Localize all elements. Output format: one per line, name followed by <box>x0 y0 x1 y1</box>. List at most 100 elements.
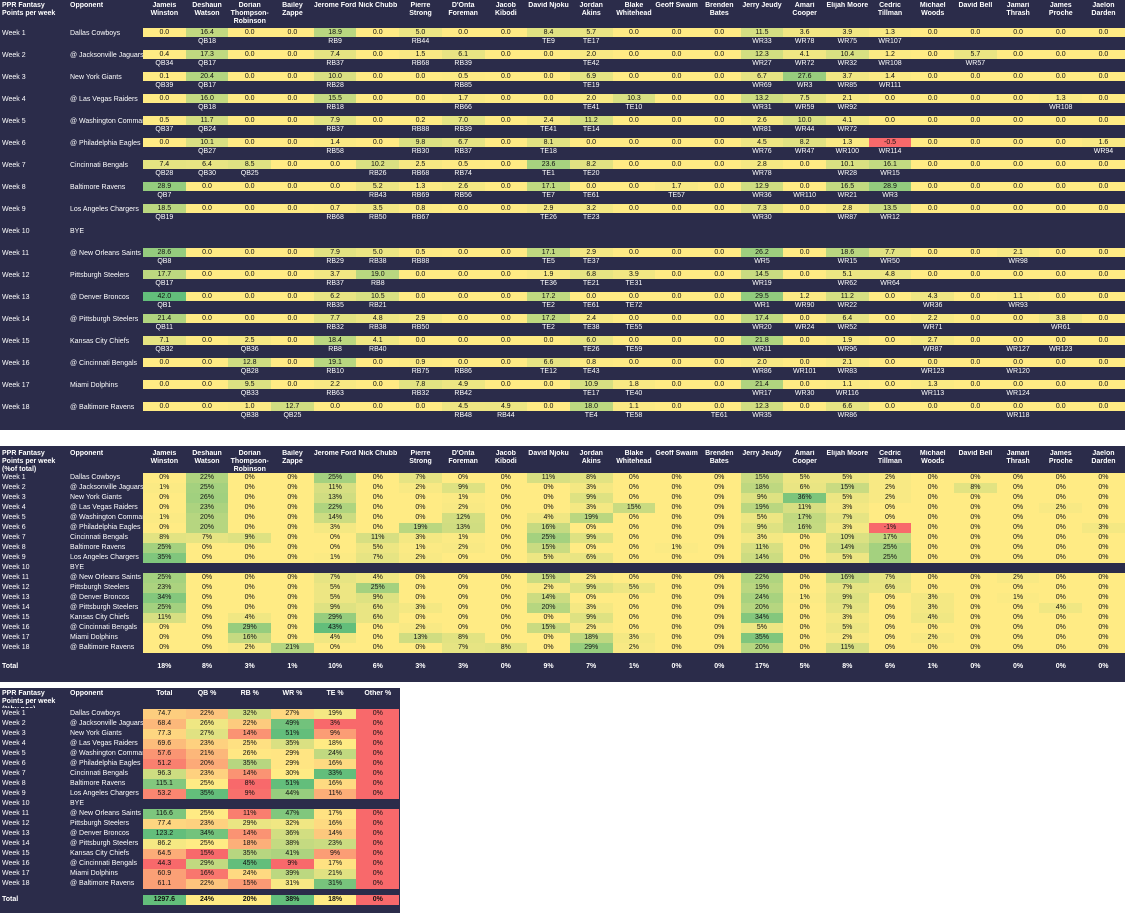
percent-cell: 29% <box>313 613 357 623</box>
stat-cell: 0.0 <box>527 379 570 399</box>
position-rank <box>527 59 570 68</box>
position-rank <box>1082 213 1125 222</box>
position-rank: WR62 <box>837 280 858 287</box>
position-rank: TE4 <box>584 412 598 419</box>
position-percent-cell: 0% <box>356 789 400 799</box>
points-value: 3.9 <box>612 270 656 279</box>
stat-cell: 4.5 RB48 <box>441 401 485 421</box>
week-label: Week 2 <box>2 720 26 727</box>
points-value: 0.0 <box>527 50 570 59</box>
points-value: 0.0 <box>655 72 698 81</box>
percent-cell: 0% <box>612 513 656 523</box>
position-rank: WR107 <box>878 38 902 45</box>
points-value: 0.0 <box>911 402 955 411</box>
percent-cell: 0% <box>1039 493 1083 503</box>
column-header: Elijah Moore <box>826 2 869 9</box>
stat-cell: 0.0 <box>655 269 698 289</box>
position-rank: TE61 <box>582 302 600 309</box>
position-rank <box>655 345 698 354</box>
position-rank: WR28 <box>837 170 858 177</box>
percent-cell: 0% <box>868 613 912 623</box>
points-value: 0.0 <box>783 204 826 213</box>
opponent-name: @ Baltimore Ravens <box>70 880 135 887</box>
position-rank <box>1082 169 1125 178</box>
percent-cell: 0% <box>911 483 955 493</box>
percent-cell: 6% <box>569 553 613 563</box>
points-value: 0.0 <box>655 116 698 125</box>
position-rank: QB37 <box>155 126 174 133</box>
percent-cell: 0% <box>185 633 229 643</box>
points-value: 2.4 <box>527 116 570 125</box>
stat-cell: 1.4 RB58 <box>313 137 357 157</box>
column-header: Total <box>156 690 173 697</box>
opponent-name: Los Angeles Chargers <box>70 206 139 213</box>
position-rank: TE19 <box>582 82 600 89</box>
points-value: 0.0 <box>655 270 698 279</box>
position-rank: WR32 <box>837 60 858 67</box>
points-value: 11.2 <box>569 116 613 125</box>
points-value: 0.0 <box>441 270 485 279</box>
week-row: Week 16 @ Cincinnati Bengals 44.3 29% 45% 9% 1… <box>0 859 400 869</box>
week-row: Week 6 @ Philadelphia Eagles 0% 20% 0% 0% 3% 0%… <box>0 523 1125 533</box>
position-rank: WR108 <box>1049 104 1073 111</box>
opponent-name: Miami Dolphins <box>70 634 118 641</box>
stat-cell: 0.0 <box>996 115 1040 135</box>
week-row: Week 15 Kansas City Chiefs 7.1 QB32 0.0 2.5 QB… <box>0 335 1125 355</box>
points-value: 17.2 <box>527 314 570 323</box>
stat-cell: 18.6 WR15 <box>826 247 869 267</box>
position-rank <box>997 323 1040 332</box>
stat-cell: 0.0 <box>484 115 528 135</box>
points-value: 0.1 <box>143 72 186 81</box>
stat-cell: 0.0 <box>1082 115 1125 135</box>
points-value: 21.4 <box>740 380 784 389</box>
percent-cell: 6% <box>783 483 826 493</box>
percent-cell: 0% <box>399 573 442 583</box>
stat-cell: 0.0 <box>911 27 955 47</box>
stat-cell: 0.0 <box>1082 93 1125 113</box>
percent-cell: 0% <box>697 643 741 653</box>
points-value: 0.0 <box>655 292 698 301</box>
points-value: 0.0 <box>143 402 186 411</box>
stat-cell: 0.0 <box>484 291 528 311</box>
percent-cell: 26% <box>185 493 229 503</box>
position-percent-cell: 0% <box>356 779 400 789</box>
percent-cell: 0% <box>697 523 741 533</box>
points-value: 0.0 <box>783 248 826 257</box>
stat-cell: 8.4 TE9 <box>527 27 570 47</box>
percent-cell: 0% <box>783 643 826 653</box>
points-value: 0.0 <box>441 248 485 257</box>
points-value: 0.5 <box>399 248 442 257</box>
total-label: Total <box>2 896 19 903</box>
percent-cell: 0% <box>271 593 314 603</box>
percent-cell: 17% <box>783 513 826 523</box>
position-rank <box>485 191 528 200</box>
points-value: 0.0 <box>697 116 741 125</box>
stat-cell: 0.0 <box>996 203 1040 223</box>
points-value: 1.4 <box>868 72 912 81</box>
points-value: 0.0 <box>911 204 955 213</box>
position-rank <box>954 301 997 310</box>
percent-cell: 9% <box>569 533 613 543</box>
percent-cell: 14% <box>527 593 570 603</box>
position-rank <box>954 169 997 178</box>
column-header: Nick Chubb <box>358 450 398 457</box>
position-rank <box>1039 279 1082 288</box>
points-value: 4.1 <box>356 336 400 345</box>
position-rank: RB21 <box>369 302 387 309</box>
stat-cell: 0.0 <box>228 115 272 135</box>
stat-cell: 0.8 RB67 <box>399 203 442 223</box>
points-value: 0.4 <box>143 50 186 59</box>
column-header: Brenden Bates <box>705 450 734 465</box>
position-rank: RB86 <box>454 368 472 375</box>
points-value: 0.0 <box>996 314 1040 323</box>
opponent-name: Pittsburgh Steelers <box>70 272 130 279</box>
stat-cell: 1.1 TE58 <box>612 401 656 421</box>
stat-cell: 42.0 QB1 <box>143 291 186 311</box>
points-value: 21.8 <box>740 336 784 345</box>
stat-cell: 0.0 <box>697 137 741 157</box>
total-value: 62.2 <box>797 433 812 440</box>
stat-cell: 0.0 <box>1082 269 1125 289</box>
points-value: 8.4 <box>527 28 570 37</box>
position-rank <box>228 125 271 134</box>
stat-cell: 0.0 <box>954 27 997 47</box>
